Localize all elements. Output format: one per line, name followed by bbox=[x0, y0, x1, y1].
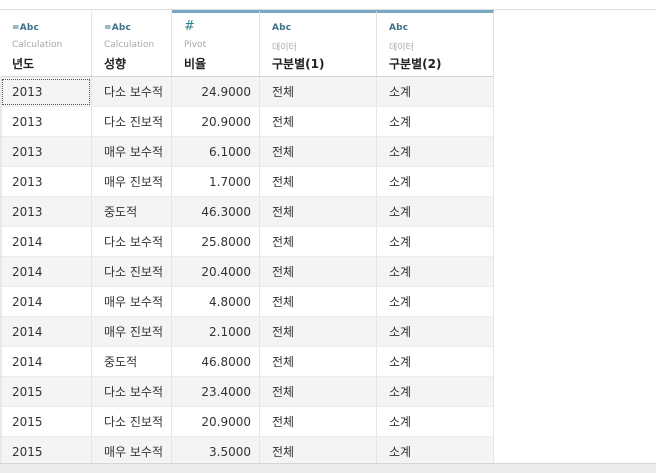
cell-tendency[interactable]: 매우 진보적 bbox=[92, 317, 172, 347]
table-row[interactable]: 2014 중도적 46.8000 전체 소계 bbox=[0, 347, 494, 377]
cell-category-1[interactable]: 전체 bbox=[260, 287, 377, 317]
table-row[interactable]: 2015 매우 보수적 3.5000 전체 소계 bbox=[0, 437, 494, 467]
cell-tendency[interactable]: 다소 진보적 bbox=[92, 407, 172, 437]
cell-category-2[interactable]: 소계 bbox=[377, 377, 494, 407]
cell-year[interactable]: 2013 bbox=[0, 167, 92, 197]
cell-category-1[interactable]: 전체 bbox=[260, 257, 377, 287]
grid-header: =Abc Calculation 년도 =Abc Calculation 성향 … bbox=[0, 10, 494, 77]
cell-ratio[interactable]: 4.8000 bbox=[172, 287, 260, 317]
cell-category-2[interactable]: 소계 bbox=[377, 107, 494, 137]
cell-category-2[interactable]: 소계 bbox=[377, 287, 494, 317]
cell-year[interactable]: 2014 bbox=[0, 257, 92, 287]
cell-category-1[interactable]: 전체 bbox=[260, 347, 377, 377]
cell-ratio[interactable]: 25.8000 bbox=[172, 227, 260, 257]
column-source: 데이터 bbox=[389, 43, 414, 53]
cell-category-2[interactable]: 소계 bbox=[377, 137, 494, 167]
column-source: Calculation bbox=[104, 40, 155, 50]
column-source: 데이터 bbox=[272, 43, 297, 53]
cell-category-2[interactable]: 소계 bbox=[377, 317, 494, 347]
cell-category-2[interactable]: 소계 bbox=[377, 257, 494, 287]
cell-category-1[interactable]: 전체 bbox=[260, 197, 377, 227]
cell-ratio[interactable]: 20.9000 bbox=[172, 107, 260, 137]
cell-ratio[interactable]: 1.7000 bbox=[172, 167, 260, 197]
cell-tendency[interactable]: 중도적 bbox=[92, 347, 172, 377]
table-row[interactable]: 2014 다소 보수적 25.8000 전체 소계 bbox=[0, 227, 494, 257]
cell-tendency[interactable]: 다소 진보적 bbox=[92, 107, 172, 137]
column-header-tendency[interactable]: =Abc Calculation 성향 bbox=[92, 10, 172, 76]
grid-body: 2013 다소 보수적 24.9000 전체 소계 2013 다소 진보적 20.9000 전체… bbox=[0, 77, 494, 467]
cell-category-2[interactable]: 소계 bbox=[377, 347, 494, 377]
table-row[interactable]: 2013 다소 진보적 20.9000 전체 소계 bbox=[0, 107, 494, 137]
cell-year[interactable]: 2014 bbox=[0, 317, 92, 347]
cell-tendency[interactable]: 다소 보수적 bbox=[92, 227, 172, 257]
cell-category-2[interactable]: 소계 bbox=[377, 407, 494, 437]
cell-category-2[interactable]: 소계 bbox=[377, 227, 494, 257]
cell-tendency[interactable]: 매우 보수적 bbox=[92, 287, 172, 317]
cell-category-1[interactable]: 전체 bbox=[260, 107, 377, 137]
calculated-string-type-icon[interactable]: =Abc bbox=[104, 23, 132, 33]
table-row[interactable]: 2013 다소 보수적 24.9000 전체 소계 bbox=[0, 77, 494, 107]
column-source: Pivot bbox=[184, 40, 207, 50]
cell-category-1[interactable]: 전체 bbox=[260, 77, 377, 107]
cell-ratio[interactable]: 20.9000 bbox=[172, 407, 260, 437]
table-row[interactable]: 2013 중도적 46.3000 전체 소계 bbox=[0, 197, 494, 227]
cell-tendency[interactable]: 매우 보수적 bbox=[92, 137, 172, 167]
row-edge bbox=[0, 76, 2, 463]
cell-year[interactable]: 2015 bbox=[0, 377, 92, 407]
cell-year[interactable]: 2014 bbox=[0, 347, 92, 377]
cell-tendency[interactable]: 다소 보수적 bbox=[92, 77, 172, 107]
column-header-ratio[interactable]: # Pivot 비율 bbox=[172, 10, 260, 76]
cell-category-2[interactable]: 소계 bbox=[377, 197, 494, 227]
cell-category-2[interactable]: 소계 bbox=[377, 167, 494, 197]
cell-year[interactable]: 2015 bbox=[0, 407, 92, 437]
table-row[interactable]: 2013 매우 진보적 1.7000 전체 소계 bbox=[0, 167, 494, 197]
cell-ratio[interactable]: 24.9000 bbox=[172, 77, 260, 107]
cell-category-2[interactable]: 소계 bbox=[377, 77, 494, 107]
cell-category-1[interactable]: 전체 bbox=[260, 407, 377, 437]
column-name[interactable]: 구분별(2) bbox=[389, 57, 442, 71]
cell-ratio[interactable]: 23.4000 bbox=[172, 377, 260, 407]
table-row[interactable]: 2013 매우 보수적 6.1000 전체 소계 bbox=[0, 137, 494, 167]
cell-category-1[interactable]: 전체 bbox=[260, 167, 377, 197]
column-header-category-2[interactable]: Abc 데이터 구분별(2) bbox=[377, 10, 494, 76]
data-grid: =Abc Calculation 년도 =Abc Calculation 성향 … bbox=[0, 10, 494, 467]
cell-tendency[interactable]: 중도적 bbox=[92, 197, 172, 227]
cell-ratio[interactable]: 6.1000 bbox=[172, 137, 260, 167]
cell-ratio[interactable]: 2.1000 bbox=[172, 317, 260, 347]
cell-tendency[interactable]: 다소 보수적 bbox=[92, 377, 172, 407]
cell-year[interactable]: 2013 bbox=[0, 197, 92, 227]
cell-category-1[interactable]: 전체 bbox=[260, 137, 377, 167]
string-type-icon[interactable]: Abc bbox=[272, 23, 292, 33]
string-type-icon[interactable]: Abc bbox=[389, 23, 409, 33]
cell-category-1[interactable]: 전체 bbox=[260, 377, 377, 407]
cell-year[interactable]: 2014 bbox=[0, 287, 92, 317]
horizontal-scrollbar[interactable] bbox=[0, 463, 656, 473]
column-name[interactable]: 비율 bbox=[184, 57, 207, 71]
number-type-icon[interactable]: # bbox=[184, 19, 196, 34]
table-row[interactable]: 2014 매우 진보적 2.1000 전체 소계 bbox=[0, 317, 494, 347]
column-header-year[interactable]: =Abc Calculation 년도 bbox=[0, 10, 92, 76]
column-name[interactable]: 구분별(1) bbox=[272, 57, 325, 71]
column-name[interactable]: 년도 bbox=[12, 57, 35, 71]
cell-ratio[interactable]: 20.4000 bbox=[172, 257, 260, 287]
cell-tendency[interactable]: 매우 진보적 bbox=[92, 167, 172, 197]
cell-ratio[interactable]: 46.8000 bbox=[172, 347, 260, 377]
column-header-category-1[interactable]: Abc 데이터 구분별(1) bbox=[260, 10, 377, 76]
column-source: Calculation bbox=[12, 40, 63, 50]
cell-ratio[interactable]: 46.3000 bbox=[172, 197, 260, 227]
cell-year[interactable]: 2013 bbox=[0, 107, 92, 137]
table-row[interactable]: 2015 다소 보수적 23.4000 전체 소계 bbox=[0, 377, 494, 407]
cell-category-1[interactable]: 전체 bbox=[260, 227, 377, 257]
cell-year[interactable]: 2013 bbox=[0, 137, 92, 167]
cell-category-1[interactable]: 전체 bbox=[260, 317, 377, 347]
table-row[interactable]: 2014 매우 보수적 4.8000 전체 소계 bbox=[0, 287, 494, 317]
cell-tendency[interactable]: 다소 진보적 bbox=[92, 257, 172, 287]
table-row[interactable]: 2015 다소 진보적 20.9000 전체 소계 bbox=[0, 407, 494, 437]
cell-year[interactable]: 2014 bbox=[0, 227, 92, 257]
calculated-string-type-icon[interactable]: =Abc bbox=[12, 23, 40, 33]
column-name[interactable]: 성향 bbox=[104, 57, 127, 71]
toolbar-divider bbox=[0, 9, 656, 10]
cell-year[interactable]: 2013 bbox=[0, 77, 92, 107]
table-row[interactable]: 2014 다소 진보적 20.4000 전체 소계 bbox=[0, 257, 494, 287]
